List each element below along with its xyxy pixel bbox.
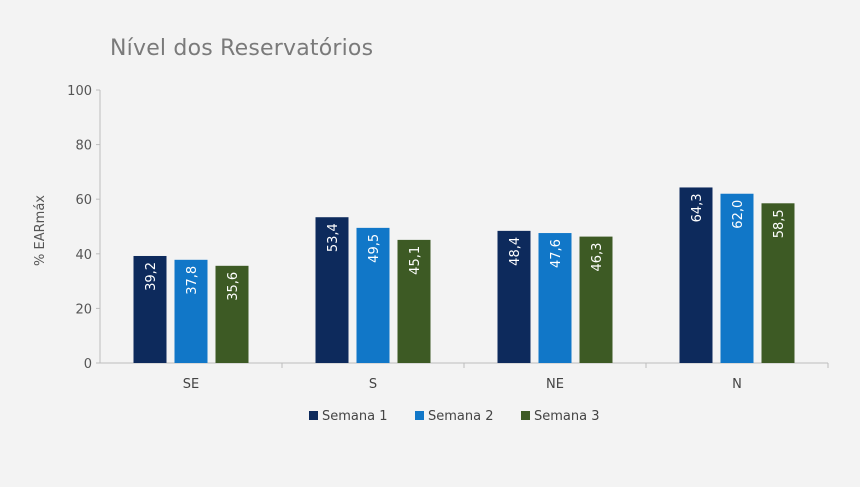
bar xyxy=(356,227,390,363)
bar xyxy=(174,259,208,363)
data-label: 47,6 xyxy=(549,239,564,268)
bar xyxy=(538,233,572,363)
bar xyxy=(133,255,167,363)
y-tick-label: 100 xyxy=(67,84,92,99)
x-tick-label: SE xyxy=(183,377,199,392)
data-label: 35,6 xyxy=(226,272,241,301)
bar xyxy=(497,230,531,363)
data-label: 39,2 xyxy=(144,262,159,291)
data-label: 45,1 xyxy=(408,246,423,275)
y-axis-label: % EARmáx xyxy=(33,195,48,266)
chart-title: Nível dos Reservatórios xyxy=(110,36,374,61)
y-tick-label: 0 xyxy=(84,357,92,372)
bar xyxy=(761,203,795,363)
legend-swatch xyxy=(521,411,530,420)
bar xyxy=(720,193,754,363)
bar xyxy=(679,187,713,363)
x-tick-label: N xyxy=(732,377,742,392)
data-label: 64,3 xyxy=(690,193,705,222)
bar xyxy=(397,239,431,363)
y-tick-label: 20 xyxy=(75,302,92,317)
legend-label: Semana 3 xyxy=(534,409,600,424)
x-tick-label: NE xyxy=(546,377,564,392)
y-tick-label: 60 xyxy=(75,193,92,208)
data-label: 53,4 xyxy=(326,223,341,252)
x-tick-label: S xyxy=(369,377,377,392)
data-label: 48,4 xyxy=(508,237,523,266)
bar xyxy=(315,217,349,363)
data-label: 62,0 xyxy=(731,200,746,229)
bar xyxy=(215,265,249,363)
legend-swatch xyxy=(309,411,318,420)
data-label: 37,8 xyxy=(185,266,200,295)
data-label: 46,3 xyxy=(590,243,605,272)
y-tick-label: 80 xyxy=(75,139,92,154)
legend-label: Semana 1 xyxy=(322,409,388,424)
data-label: 49,5 xyxy=(367,234,382,263)
bar xyxy=(579,236,613,363)
legend-swatch xyxy=(415,411,424,420)
y-tick-label: 40 xyxy=(75,248,92,263)
data-label: 58,5 xyxy=(772,209,787,238)
legend-label: Semana 2 xyxy=(428,409,494,424)
